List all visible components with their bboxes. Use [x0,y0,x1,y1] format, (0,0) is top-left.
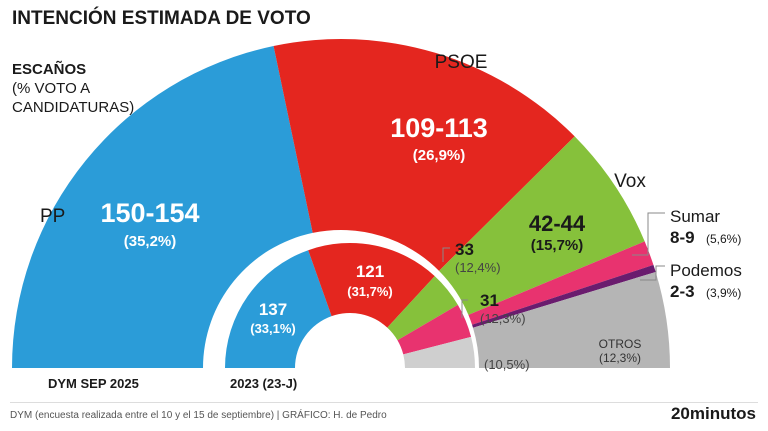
segment-pp-2025 [12,45,313,369]
divider [10,402,758,403]
brand-logo: 20minutos [670,404,756,423]
label-pp-pct: (35,2%) [124,233,177,250]
label-sumar-seats: 8-9 [670,228,695,247]
label-2023-sumar-pct: (12,3%) [480,311,526,326]
label-podemos-name: Podemos [670,261,742,280]
label-2023-psoe-seats: 121 [356,262,384,281]
label-2023-vox-seats: 33 [455,240,474,259]
label-vox-name: Vox [614,171,646,192]
footer-source: DYM (encuesta realizada entre el 10 y el… [10,410,387,421]
label-otros-pct: (12,3%) [599,351,641,365]
legend-note: ESCAÑOS (% VOTO A CANDIDATURAS) [12,60,134,117]
leader-podemos [640,265,665,281]
segment-podemos-2025 [472,264,656,328]
leader-sumar-2023 [461,299,468,318]
label-psoe-seats: 109-113 [390,113,488,143]
label-2023-pp-seats: 137 [259,300,287,319]
label-2023-vox-pct: (12,4%) [455,260,501,275]
chart-label-2025: DYM SEP 2025 [48,376,139,391]
label-vox-pct: (15,7%) [531,237,584,254]
label-vox-seats: 42-44 [529,211,586,236]
label-podemos-pct: (3,9%) [706,286,741,300]
segment-otros-2025 [472,271,670,368]
segment-sumar-2023 [397,304,472,355]
segment-psoe-2025 [273,38,575,271]
legend-sub-1: (% VOTO A [12,80,91,97]
label-2023-pp-pct: (33,1%) [250,321,296,336]
segment-pp-2023 [225,250,332,368]
label-2023-psoe-pct: (31,7%) [347,284,393,299]
label-2023-sumar-seats: 31 [480,291,499,310]
chart-title: INTENCIÓN ESTIMADA DE VOTO [12,8,311,29]
leader-sumar [632,212,665,256]
segment-psoe-2023 [308,243,435,328]
label-otros-name: OTROS [599,337,642,351]
label-psoe-name: PSOE [435,52,488,73]
label-pp-seats: 150-154 [100,198,199,228]
leader-vox-2023 [442,247,450,262]
chart-label-2023: 2023 (23-J) [230,376,297,391]
segment-sumar-2025 [468,241,654,325]
segment-otros-2023 [403,336,475,368]
label-psoe-pct: (26,9%) [413,147,466,164]
segment-vox-2025 [439,136,645,315]
label-sumar-name: Sumar [670,207,720,226]
label-pp-name: PP [40,206,65,227]
label-sumar-pct: (5,6%) [706,232,741,246]
legend-heading: ESCAÑOS [12,61,87,78]
segment-vox-2023 [387,276,458,341]
label-2023-otros-pct: (10,5%) [484,357,530,372]
legend-sub-2: CANDIDATURAS) [12,99,135,116]
label-podemos-seats: 2-3 [670,282,695,301]
